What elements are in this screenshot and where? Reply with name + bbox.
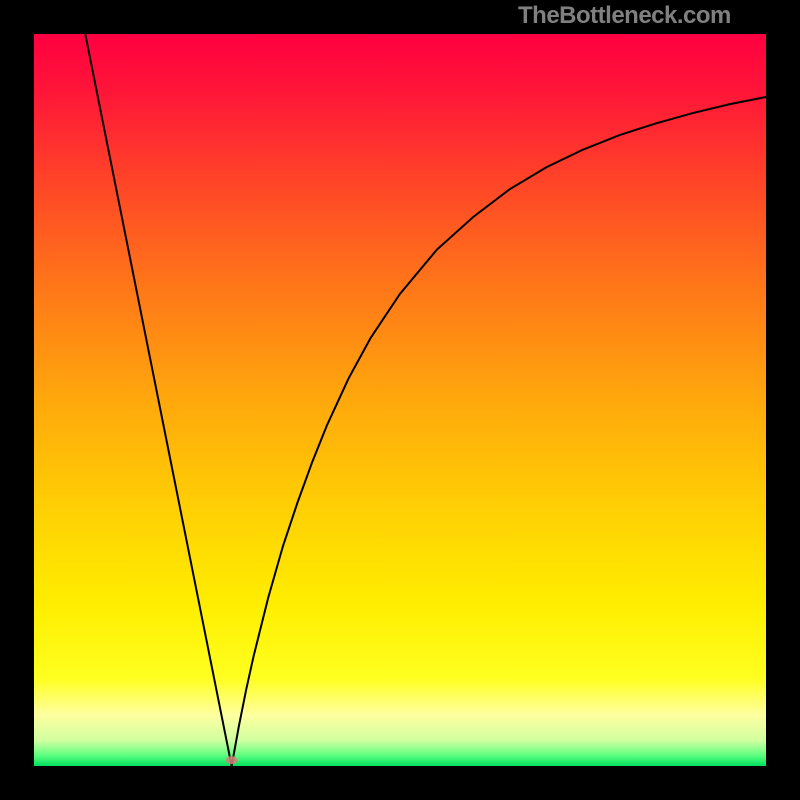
bottleneck-chart [34, 34, 766, 766]
watermark-text: TheBottleneck.com [518, 2, 731, 30]
